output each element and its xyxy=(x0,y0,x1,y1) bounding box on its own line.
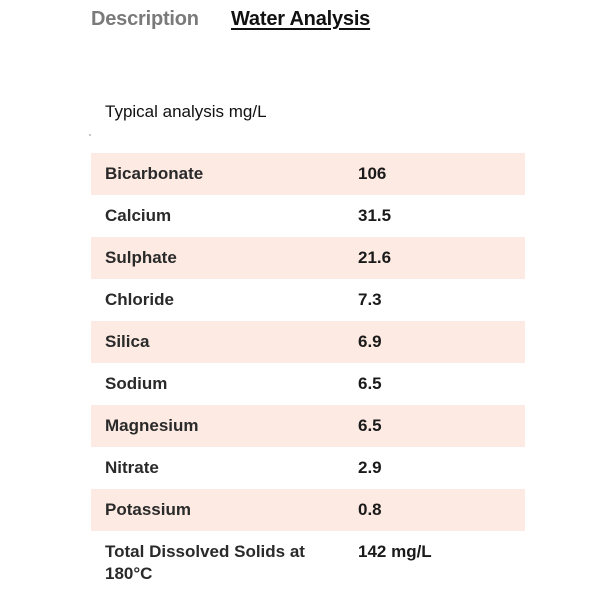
table-row: Sulphate 21.6 xyxy=(91,237,525,279)
row-value: 31.5 xyxy=(358,206,392,225)
row-label: Potassium xyxy=(105,500,191,519)
row-label: Sulphate xyxy=(105,248,177,267)
row-value: 106 xyxy=(358,164,387,183)
table-row: Magnesium 6.5 xyxy=(91,405,525,447)
table-row: Calcium 31.5 xyxy=(91,195,525,237)
table-row: Chloride 7.3 xyxy=(91,279,525,321)
row-value: 7.3 xyxy=(358,290,382,309)
row-value: 2.9 xyxy=(358,458,382,477)
divider-dot xyxy=(89,134,91,136)
row-label: Total Dissolved Solids at 180°C xyxy=(105,542,305,583)
row-label: Chloride xyxy=(105,290,174,309)
row-label: Silica xyxy=(105,332,150,351)
table-row: Bicarbonate 106 xyxy=(91,153,525,195)
row-label: Nitrate xyxy=(105,458,159,477)
table-row: Potassium 0.8 xyxy=(91,489,525,531)
table-row: Nitrate 2.9 xyxy=(91,447,525,489)
row-label: Magnesium xyxy=(105,416,199,435)
tab-water-analysis[interactable]: Water Analysis xyxy=(231,8,371,30)
row-value: 6.5 xyxy=(358,416,382,435)
row-value: 6.5 xyxy=(358,374,382,393)
water-analysis-table: Bicarbonate 106 Calcium 31.5 Sulphate 21… xyxy=(91,153,525,591)
row-value: 6.9 xyxy=(358,332,382,351)
row-value: 142 mg/L xyxy=(358,542,432,561)
table-row: Sodium 6.5 xyxy=(91,363,525,405)
tab-description[interactable]: Description xyxy=(91,8,199,30)
row-label: Calcium xyxy=(105,206,172,225)
table-row: Silica 6.9 xyxy=(91,321,525,363)
row-value: 21.6 xyxy=(358,248,392,267)
table-row: Total Dissolved Solids at 180°C 142 mg/L xyxy=(91,531,525,591)
table-caption: Typical analysis mg/L xyxy=(105,102,267,121)
row-label: Bicarbonate xyxy=(105,164,204,183)
row-value: 0.8 xyxy=(358,500,382,519)
row-label: Sodium xyxy=(105,374,168,393)
